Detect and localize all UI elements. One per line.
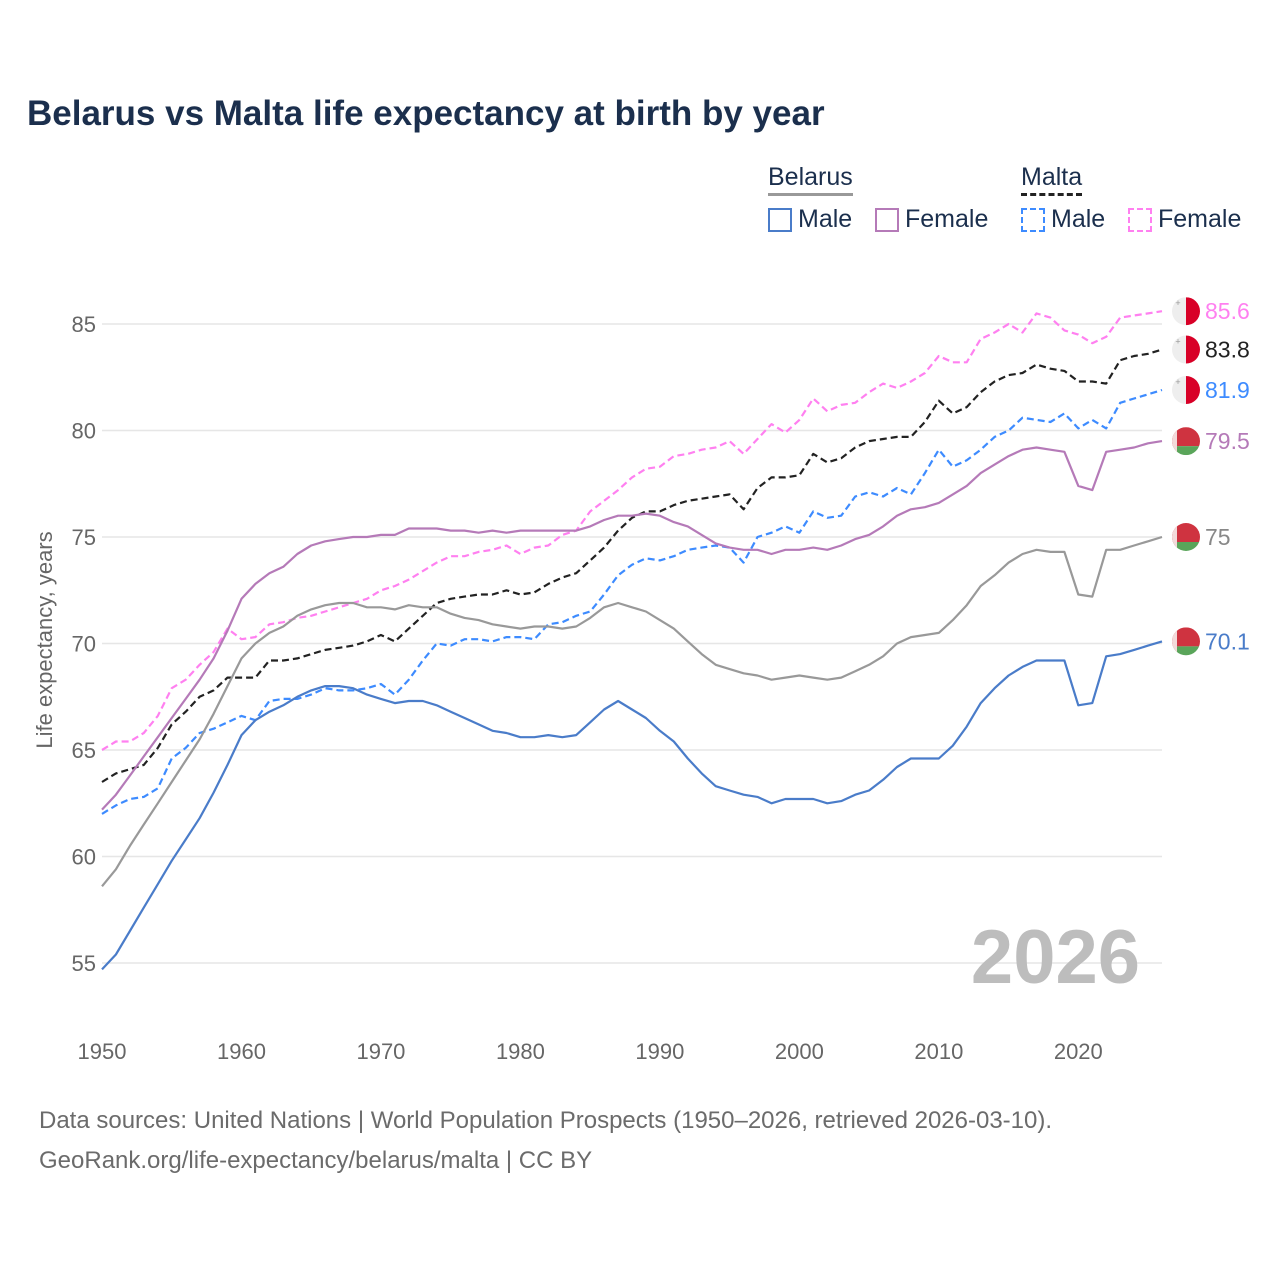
legend-swatch [875, 207, 899, 232]
legend-belarus-male[interactable]: Male [768, 205, 852, 234]
source-line-1: Data sources: United Nations | World Pop… [39, 1107, 1053, 1134]
x-tick-label: 2020 [1054, 1039, 1103, 1064]
y-tick-label: 75 [72, 525, 96, 550]
x-tick-label: 1970 [356, 1039, 405, 1064]
legend-swatch [768, 207, 792, 232]
legend-belarus-female[interactable]: Female [875, 205, 988, 234]
x-tick-label: 1990 [635, 1039, 684, 1064]
svg-text:+: + [1175, 298, 1180, 308]
series-line-malta-female [101, 310, 1163, 751]
svg-text:+: + [1175, 337, 1180, 347]
legend-label: Male [798, 205, 853, 233]
malta-flag-icon: + [1172, 297, 1200, 326]
legend-belarus-line [768, 193, 853, 196]
legend-malta-label: Malta [1021, 163, 1083, 191]
end-value-label: 70.1 [1205, 628, 1250, 654]
svg-text:+: + [1175, 377, 1180, 387]
chart-title: Belarus vs Malta life expectancy at birt… [27, 94, 825, 133]
series-line-malta-male [101, 388, 1163, 815]
legend-label: Female [905, 205, 989, 233]
year-watermark: 2026 [971, 915, 1140, 1000]
y-tick-label: 55 [72, 951, 96, 976]
x-tick-labels: 1950 1960 1970 1980 1990 2000 2010 2020 [78, 1039, 1103, 1064]
belarus-flag-icon [1172, 523, 1200, 551]
gridlines [102, 323, 1162, 964]
belarus-flag-icon [1172, 427, 1200, 456]
y-tick-label: 80 [72, 419, 96, 444]
malta-flag-icon: + [1172, 335, 1200, 364]
end-value-label: 83.8 [1205, 337, 1250, 363]
y-tick-label: 60 [72, 845, 96, 870]
belarus-flag-icon [1172, 627, 1200, 656]
legend-belarus-label: Belarus [768, 163, 853, 191]
x-tick-label: 1950 [78, 1039, 127, 1064]
x-tick-label: 1980 [496, 1039, 545, 1064]
legend-label: Male [1051, 205, 1106, 233]
legend-swatch [1128, 207, 1152, 232]
y-tick-label: 85 [72, 312, 96, 337]
series-line-malta-total [101, 348, 1163, 783]
legend-belarus-heading: Belarus [768, 163, 853, 196]
end-labels: +85.6 + 83.8 + 81.9 79.5 75 70.1 [1172, 297, 1250, 656]
source-line-2[interactable]: GeoRank.org/life-expectancy/belarus/malt… [39, 1147, 593, 1174]
x-tick-label: 1960 [217, 1039, 266, 1064]
legend-label: Female [1158, 205, 1242, 233]
series-line-belarus-female [101, 440, 1163, 811]
y-tick-label: 65 [72, 738, 96, 763]
legend-swatch [1021, 207, 1045, 232]
y-tick-labels: 55 60 65 70 75 80 85 [72, 312, 96, 976]
series-lines [101, 310, 1163, 971]
x-tick-label: 2000 [775, 1039, 824, 1064]
series-line-belarus-male [101, 640, 1163, 971]
end-value-label: 85.6 [1205, 298, 1250, 324]
malta-flag-icon: + [1172, 376, 1200, 405]
legend-malta-male[interactable]: Male [1021, 205, 1105, 234]
legend-malta-heading: Malta [1021, 163, 1083, 196]
end-value-label: 81.9 [1205, 377, 1250, 403]
x-tick-label: 2010 [914, 1039, 963, 1064]
y-tick-label: 70 [72, 632, 96, 657]
series-line-belarus-total [101, 535, 1163, 887]
end-value-label: 79.5 [1205, 428, 1250, 454]
legend-malta-line [1021, 193, 1083, 196]
legend-malta-female[interactable]: Female [1128, 205, 1241, 234]
end-value-label: 75 [1205, 524, 1231, 550]
y-axis-label: Life expectancy, years [32, 531, 57, 748]
